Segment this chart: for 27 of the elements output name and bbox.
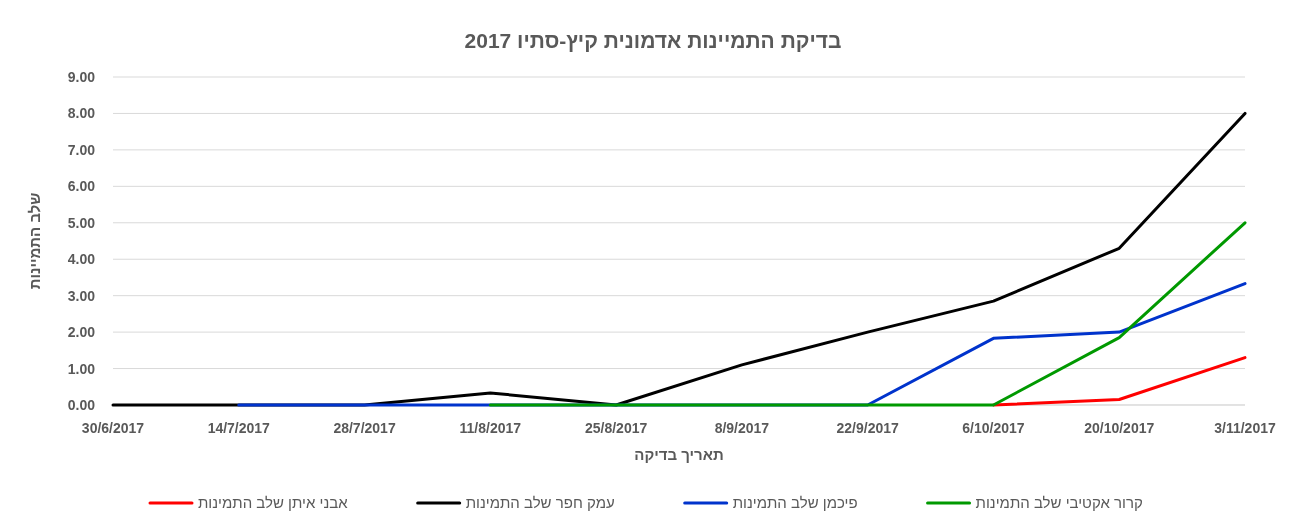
x-tick-label: 28/7/2017 xyxy=(333,420,396,436)
x-tick-label: 6/10/2017 xyxy=(962,420,1025,436)
x-tick-label: 20/10/2017 xyxy=(1084,420,1155,436)
y-tick-label: 1.00 xyxy=(67,360,96,377)
x-tick-label: 22/9/2017 xyxy=(836,420,900,436)
y-tick-label: 6.00 xyxy=(67,178,96,195)
y-tick-label: 5.00 xyxy=(67,214,96,231)
legend-label: קרור אקטיבי שלב התמינות xyxy=(975,494,1143,511)
x-tick-label: 8/9/2017 xyxy=(714,420,770,436)
legend-label: אבני איתן שלב התמינות xyxy=(198,494,349,511)
y-tick-label: 0.00 xyxy=(67,397,96,413)
x-tick-label: 14/7/2017 xyxy=(207,420,271,436)
x-tick-label: 30/6/2017 xyxy=(81,420,145,436)
y-tick-label: 4.00 xyxy=(67,251,96,268)
x-tick-label: 3/11/2017 xyxy=(1214,420,1276,436)
legend-label: עמק חפר שלב התמינות xyxy=(465,494,615,511)
x-tick-label: 11/8/2017 xyxy=(459,420,522,436)
chart-title: בדיקת התמיינות אדמונית קיץ-סתיו 2017 xyxy=(464,29,842,52)
x-tick-label: 25/8/2017 xyxy=(584,420,648,436)
y-axis-title: שלב התמיינות xyxy=(26,192,43,290)
y-tick-label: 7.00 xyxy=(67,141,96,158)
y-tick-label: 2.00 xyxy=(67,324,96,341)
y-tick-label: 8.00 xyxy=(67,105,96,122)
x-axis-title: תאריך בדיקה xyxy=(634,446,724,463)
y-tick-label: 3.00 xyxy=(67,287,96,304)
y-tick-label: 9.00 xyxy=(67,69,96,85)
legend-label: פיכמן שלב התמינות xyxy=(732,494,858,511)
